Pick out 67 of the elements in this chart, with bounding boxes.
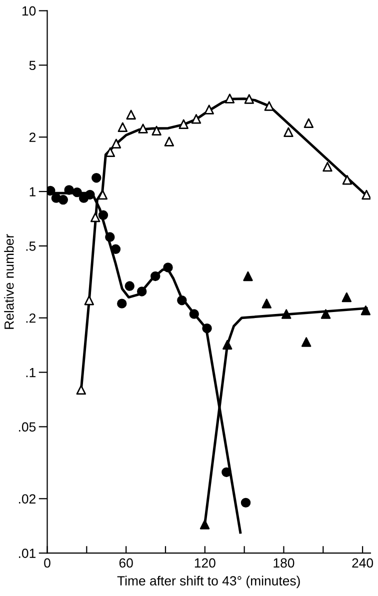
point bbox=[136, 286, 147, 296]
point bbox=[164, 136, 174, 146]
point bbox=[240, 498, 251, 508]
x-tick-label: 0 bbox=[44, 558, 50, 568]
point bbox=[110, 244, 121, 254]
x-tick-label: 240 bbox=[352, 558, 374, 568]
y-tick-label: 2 bbox=[29, 132, 36, 142]
point bbox=[118, 122, 128, 132]
point bbox=[124, 281, 134, 291]
point bbox=[150, 271, 160, 282]
y-tick-label: .1 bbox=[26, 368, 36, 378]
point bbox=[177, 296, 187, 306]
point bbox=[85, 190, 95, 200]
point bbox=[224, 94, 235, 104]
point bbox=[243, 271, 253, 282]
y-tick-label: .5 bbox=[26, 242, 36, 251]
point bbox=[98, 210, 108, 220]
point bbox=[200, 520, 210, 530]
point bbox=[342, 292, 352, 302]
point bbox=[204, 104, 214, 114]
point bbox=[105, 232, 115, 242]
point bbox=[264, 101, 274, 111]
point bbox=[76, 384, 86, 395]
point bbox=[126, 110, 136, 120]
point bbox=[117, 298, 127, 308]
y-tick-label: 1 bbox=[30, 187, 36, 196]
point bbox=[360, 306, 370, 316]
point bbox=[301, 337, 312, 347]
y-axis-title: Relative number bbox=[4, 234, 14, 329]
point bbox=[58, 194, 68, 205]
point bbox=[244, 94, 254, 104]
y-tick-label: .2 bbox=[26, 313, 36, 323]
point bbox=[111, 138, 122, 148]
point bbox=[90, 212, 100, 222]
point bbox=[262, 298, 272, 308]
x-tick-label: 60 bbox=[119, 558, 133, 568]
point bbox=[84, 296, 94, 306]
y-tick-label: 10 bbox=[22, 6, 36, 16]
point bbox=[105, 147, 116, 158]
point bbox=[320, 309, 331, 319]
point bbox=[342, 175, 352, 185]
point bbox=[138, 124, 148, 134]
point bbox=[72, 187, 82, 198]
point bbox=[362, 190, 370, 200]
point bbox=[152, 126, 162, 136]
y-tick-label: .02 bbox=[19, 494, 36, 504]
point bbox=[47, 186, 56, 196]
point bbox=[64, 185, 74, 195]
point bbox=[178, 119, 188, 129]
y-tick-label: 5 bbox=[29, 60, 36, 70]
point bbox=[304, 118, 314, 128]
point bbox=[163, 262, 173, 272]
x-axis-title: Time after shift to 43° (minutes) bbox=[117, 576, 300, 588]
x-tick-label: 180 bbox=[274, 558, 294, 568]
y-tick-label: .05 bbox=[19, 422, 36, 432]
y-tick-label: .01 bbox=[19, 548, 36, 558]
point bbox=[98, 190, 108, 200]
point bbox=[189, 309, 199, 319]
point bbox=[222, 340, 232, 350]
point bbox=[322, 162, 332, 172]
point bbox=[222, 467, 232, 478]
point bbox=[92, 172, 102, 183]
x-tick-label: 120 bbox=[194, 558, 216, 568]
point bbox=[191, 114, 202, 124]
point bbox=[281, 309, 292, 319]
point bbox=[202, 324, 212, 334]
point bbox=[284, 127, 294, 138]
